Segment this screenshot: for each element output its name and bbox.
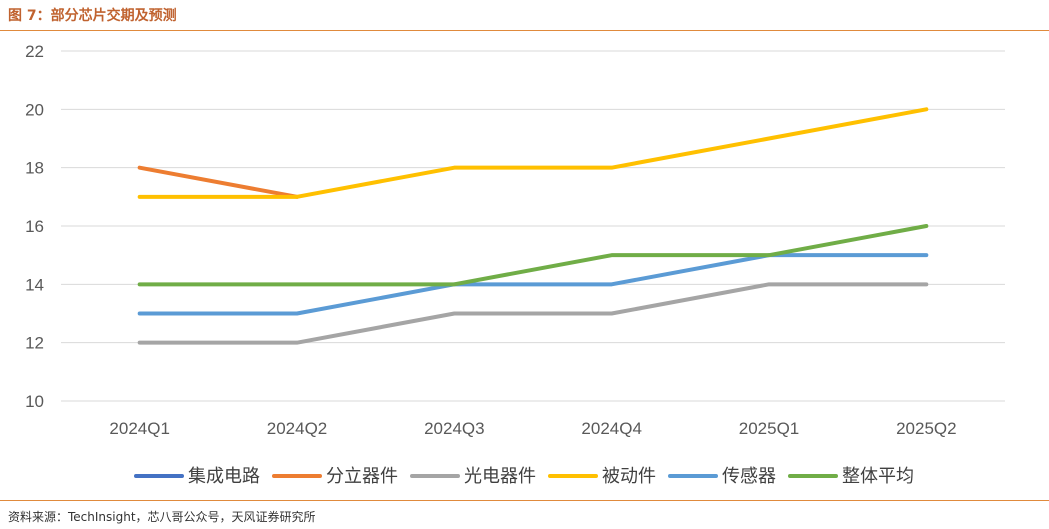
y-tick-label: 22 (25, 42, 44, 61)
data-point (139, 196, 141, 198)
data-point (768, 283, 770, 285)
data-point (925, 283, 927, 285)
x-tick-label: 2025Q2 (896, 419, 957, 438)
series-layer (137, 107, 929, 345)
data-point (139, 283, 141, 285)
series-line-4 (137, 107, 929, 199)
data-point (768, 254, 770, 256)
legend-label: 整体平均 (842, 466, 914, 487)
data-point (925, 254, 927, 256)
source-note: 资料来源：TechInsight，芯八哥公众号，天风证券研究所 (8, 510, 316, 524)
y-tick-label: 20 (25, 100, 44, 119)
figure-title: 图 7：部分芯片交期及预测 (8, 8, 177, 24)
data-point (296, 342, 298, 344)
grid-layer (61, 50, 1005, 402)
data-point (611, 283, 613, 285)
legend-label: 分立器件 (326, 466, 398, 487)
data-point (611, 254, 613, 256)
data-point (925, 225, 927, 227)
y-axis-ticks: 10 12 14 16 18 20 22 (25, 42, 44, 411)
top-divider (0, 30, 1049, 31)
series-line-6 (137, 224, 929, 287)
bottom-divider (0, 500, 1049, 501)
x-tick-label: 2024Q1 (109, 419, 170, 438)
x-tick-label: 2024Q4 (581, 419, 642, 438)
legend: 集成电路 分立器件 光电器件 被动件 传感器 整体平均 (134, 466, 914, 487)
legend-label: 被动件 (602, 466, 656, 487)
y-tick-label: 18 (25, 159, 44, 178)
y-tick-label: 16 (25, 217, 44, 236)
data-point (296, 196, 298, 198)
data-point (768, 138, 770, 139)
data-point (296, 313, 298, 314)
y-tick-label: 14 (25, 275, 44, 294)
data-point (453, 167, 455, 169)
legend-label: 集成电路 (188, 466, 260, 487)
data-point (453, 313, 455, 314)
legend-label: 传感器 (722, 466, 776, 487)
legend-label: 光电器件 (464, 466, 536, 487)
series-line-5 (137, 253, 929, 316)
data-point (139, 313, 141, 314)
data-point (139, 342, 141, 344)
x-tick-label: 2024Q2 (267, 419, 328, 438)
data-point (925, 108, 927, 110)
series-line-2 (137, 165, 299, 199)
data-point (611, 313, 613, 314)
x-tick-label: 2025Q1 (739, 419, 800, 438)
series-line-3 (137, 282, 929, 345)
y-tick-label: 10 (25, 392, 44, 411)
data-point (139, 167, 141, 169)
data-point (453, 283, 455, 285)
data-point (296, 283, 298, 285)
x-tick-label: 2024Q3 (424, 419, 485, 438)
data-point (611, 167, 613, 169)
x-axis-ticks: 2024Q1 2024Q2 2024Q3 2024Q4 2025Q1 2025Q2 (109, 419, 956, 438)
y-tick-label: 12 (25, 334, 44, 353)
